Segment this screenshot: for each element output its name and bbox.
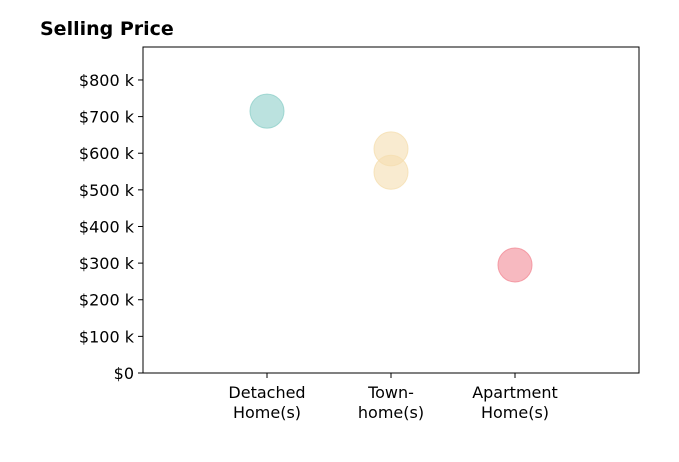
y-tick-label: $500 k	[79, 181, 135, 200]
x-tick-label-line: Apartment	[472, 383, 558, 402]
data-point	[373, 154, 409, 190]
data-point	[249, 93, 285, 129]
x-tick-label: Town-home(s)	[358, 383, 424, 422]
y-tick-label: $800 k	[79, 71, 135, 90]
y-tick-label: $600 k	[79, 144, 135, 163]
chart-title: Selling Price	[40, 18, 174, 40]
x-tick-label-line: Detached	[228, 383, 305, 402]
y-tick-label: $700 k	[79, 108, 135, 127]
x-tick-label-line: Home(s)	[233, 403, 301, 422]
y-tick-label: $300 k	[79, 254, 135, 273]
plot-frame	[142, 46, 640, 374]
y-tick-label: $400 k	[79, 217, 135, 236]
x-tick-label: Detached Home(s)	[228, 383, 305, 422]
x-tick-label-line: Home(s)	[481, 403, 549, 422]
y-tick-label: $200 k	[79, 291, 135, 310]
y-tick-label: $100 k	[79, 327, 135, 346]
x-tick-label-line: home(s)	[358, 403, 424, 422]
x-tick-label: Apartment Home(s)	[472, 383, 558, 422]
x-tick-label-line: Town-	[367, 383, 414, 402]
data-point	[497, 247, 533, 283]
y-tick-label: $0	[114, 364, 134, 383]
